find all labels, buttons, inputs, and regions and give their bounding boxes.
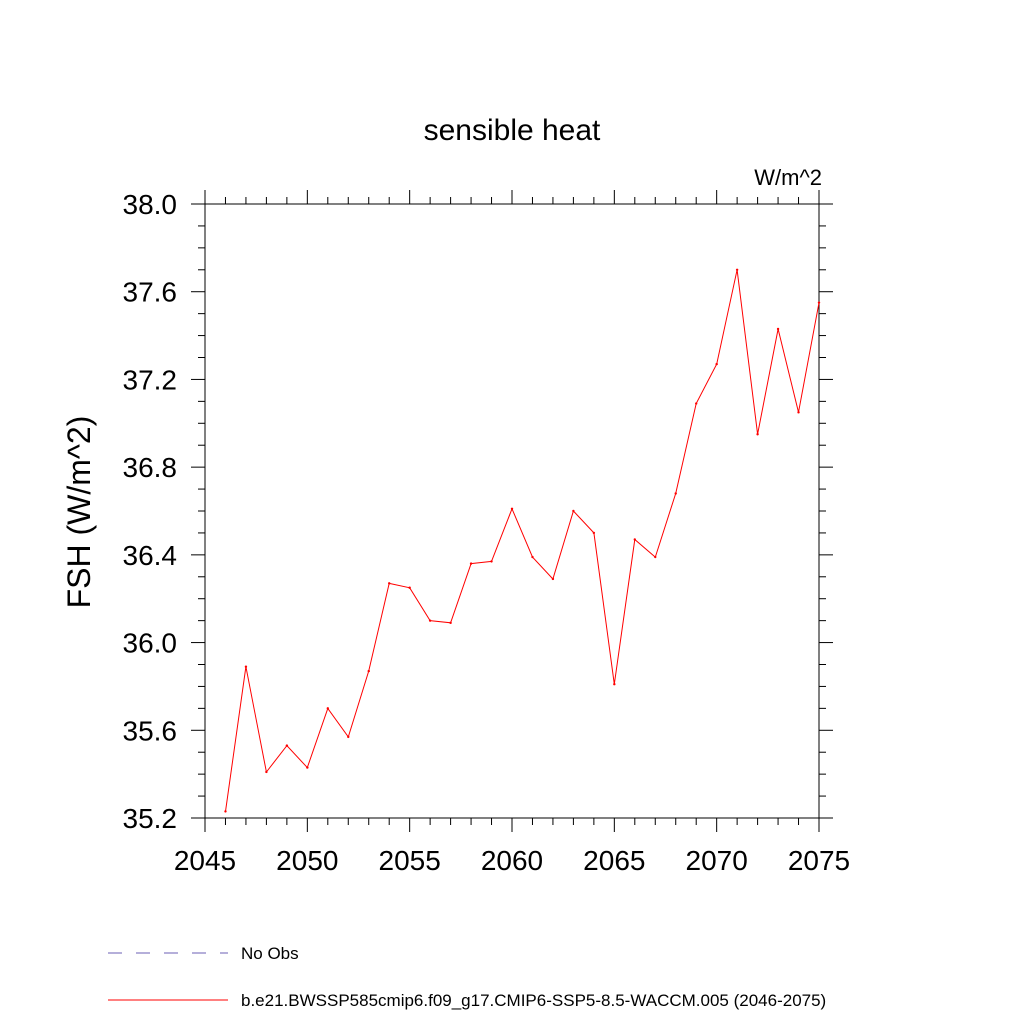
data-point	[490, 560, 493, 563]
data-point	[347, 735, 350, 739]
series-line	[225, 269, 820, 812]
data-point	[326, 707, 329, 710]
x-tick-label: 2050	[276, 845, 338, 876]
y-tick-label: 38.0	[123, 189, 178, 220]
data-point	[613, 683, 616, 686]
data-point	[817, 301, 821, 304]
data-point	[674, 492, 677, 495]
x-tick-label: 2070	[686, 845, 748, 876]
x-tick-label: 2075	[788, 845, 850, 876]
data-point	[285, 744, 289, 747]
data-point	[654, 555, 657, 559]
legend-label: No Obs	[241, 944, 299, 963]
y-tick-label: 36.0	[123, 628, 178, 659]
data-point	[265, 770, 268, 774]
x-tick-label: 2065	[583, 845, 645, 876]
data-point	[797, 411, 800, 414]
chart-title: sensible heat	[424, 114, 601, 147]
x-tick-label: 2060	[481, 845, 543, 876]
data-point	[449, 621, 452, 625]
data-point	[531, 555, 534, 559]
data-point	[428, 619, 432, 622]
legend-label: b.e21.BWSSP585cmip6.f09_g17.CMIP6-SSP5-8…	[241, 991, 826, 1010]
y-tick-label: 37.2	[123, 364, 178, 395]
data-point	[592, 531, 596, 535]
data-point	[306, 766, 309, 769]
data-point	[510, 507, 514, 511]
data-point	[633, 538, 636, 541]
data-point	[776, 327, 780, 331]
data-point	[551, 577, 555, 581]
data-point	[735, 268, 739, 271]
data-point	[469, 562, 473, 565]
y-tick-label: 35.6	[123, 715, 178, 746]
data-point	[695, 402, 698, 405]
data-point	[715, 362, 718, 366]
x-tick-label: 2055	[379, 845, 441, 876]
y-tick-label: 36.8	[123, 452, 178, 483]
y-axis-label: FSH (W/m^2)	[61, 416, 97, 609]
y-tick-label: 35.2	[123, 803, 178, 834]
units-label: W/m^2	[754, 165, 822, 190]
y-tick-label: 37.6	[123, 277, 178, 308]
data-point	[572, 509, 575, 513]
data-point	[756, 433, 759, 436]
data-point	[388, 582, 391, 585]
data-point	[408, 586, 411, 589]
data-point	[244, 665, 248, 668]
x-tick-label: 2045	[174, 845, 236, 876]
plot-frame	[204, 203, 820, 819]
y-tick-label: 36.4	[123, 540, 178, 571]
data-point	[367, 669, 370, 673]
data-point	[224, 810, 227, 813]
